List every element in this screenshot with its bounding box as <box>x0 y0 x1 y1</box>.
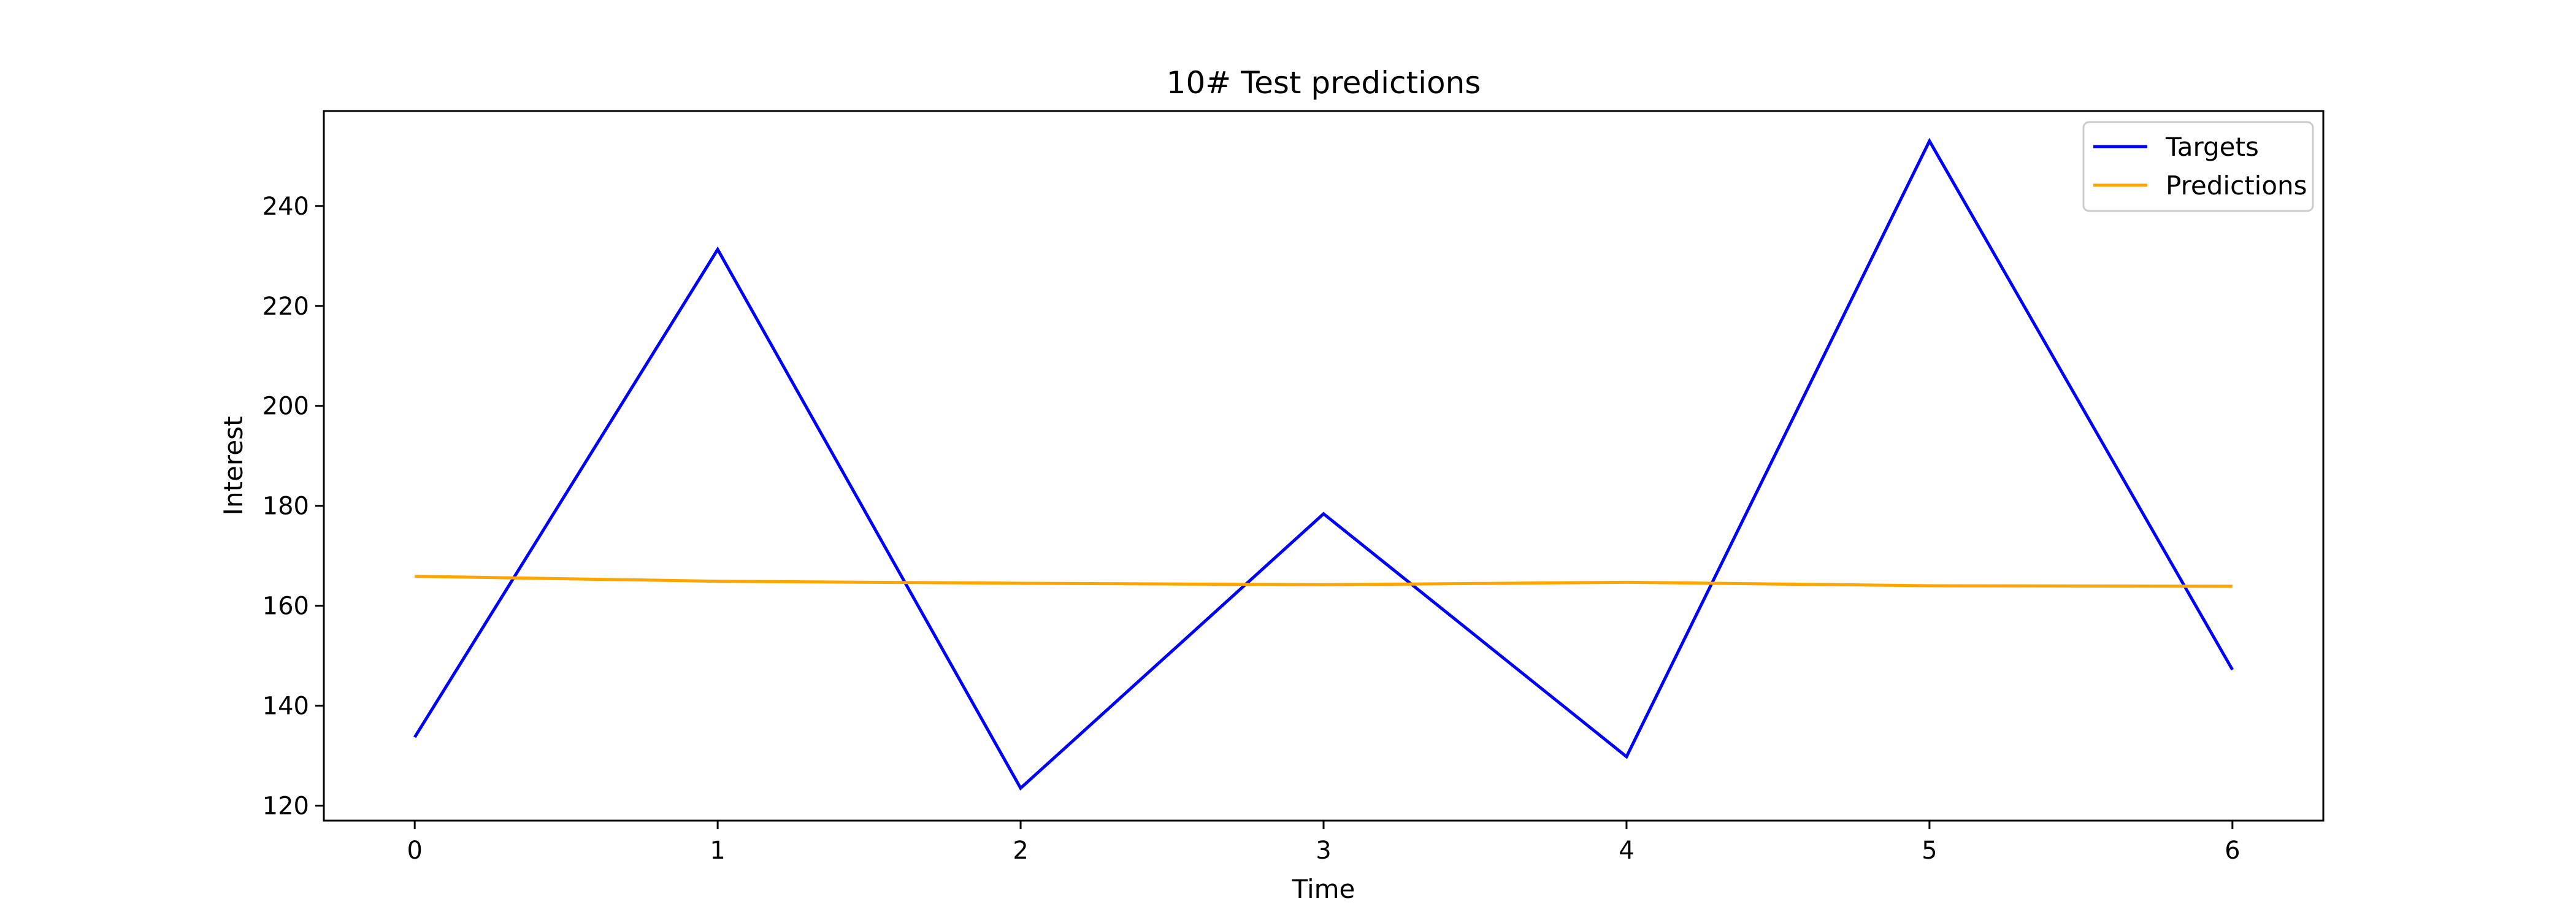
series-line-targets <box>413 137 2234 791</box>
y-tick-label: 180 <box>263 493 309 521</box>
y-tick-label: 160 <box>263 592 309 621</box>
y-tick-label: 120 <box>263 792 309 821</box>
x-tick-label: 2 <box>1013 837 1028 865</box>
series-line-predictions <box>415 575 2233 588</box>
y-axis: 120 140 160 180 200 220 240 <box>263 193 324 821</box>
x-axis: 0 1 2 3 4 5 6 <box>407 821 2241 865</box>
x-tick-label: 3 <box>1316 837 1331 865</box>
legend-box <box>2082 121 2314 212</box>
series-lines <box>413 137 2234 791</box>
x-tick-label: 1 <box>710 837 725 865</box>
legend-label: Targets <box>2165 132 2259 162</box>
plot-area <box>323 110 2325 822</box>
y-tick-label: 200 <box>263 393 309 421</box>
y-tick-label: 140 <box>263 692 309 721</box>
x-tick-label: 0 <box>407 837 422 865</box>
x-tick-label: 6 <box>2225 837 2240 865</box>
x-axis-label: Time <box>1292 874 1355 904</box>
legend: Targets Predictions <box>2082 121 2314 212</box>
x-tick-label: 5 <box>1922 837 1937 865</box>
y-tick-label: 220 <box>263 293 309 321</box>
legend-label: Predictions <box>2166 171 2307 201</box>
x-tick-label: 4 <box>1619 837 1634 865</box>
y-axis-label: Interest <box>218 416 248 516</box>
chart-title: 10# Test predictions <box>1167 65 1481 101</box>
y-tick-label: 240 <box>263 193 309 221</box>
